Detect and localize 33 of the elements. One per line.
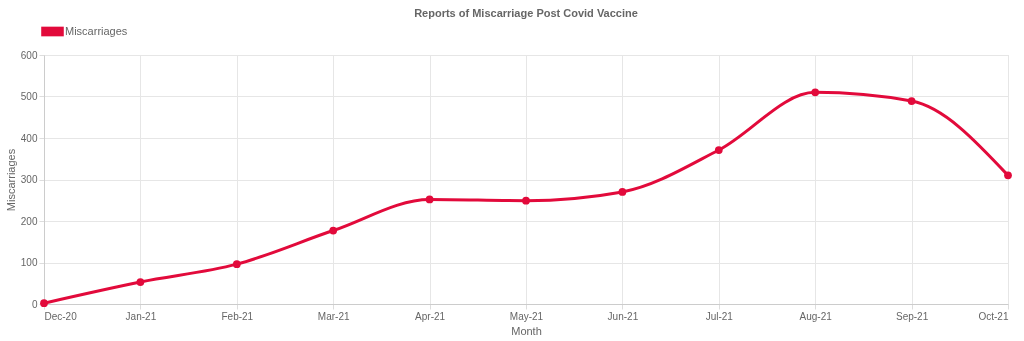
x-tick-label: Sep-21: [895, 310, 929, 322]
y-tick-label: 500: [20, 91, 38, 102]
legend-label: Miscarriages: [65, 24, 128, 37]
point: [232, 260, 241, 269]
y-tick-label: 200: [20, 215, 38, 227]
point: [329, 226, 338, 235]
point: [40, 299, 48, 308]
x-tick-label: Jun-21: [607, 310, 639, 322]
y-tick-label: 400: [20, 132, 38, 144]
point: [425, 195, 434, 204]
x-tick-label: Feb-21: [221, 310, 254, 322]
point: [618, 188, 627, 196]
y-tick-label: 300: [20, 174, 38, 185]
point: [907, 97, 916, 105]
point: [1004, 171, 1012, 180]
x-axis-title: Month: [511, 324, 542, 337]
point: [522, 196, 530, 205]
point: [811, 88, 820, 97]
point: [714, 146, 723, 154]
x-tick-label: Oct-21: [978, 310, 1009, 322]
x-tick-label: Jan-21: [125, 310, 157, 322]
x-tick-label: May-21: [509, 310, 544, 322]
point: [136, 278, 145, 286]
x-tick-label: Mar-21: [317, 310, 350, 322]
x-tick-label: Dec-20: [44, 310, 78, 322]
y-axis-title: Miscarriages: [4, 148, 17, 212]
x-tick-label: Apr-21: [415, 310, 446, 322]
x-tick-label: Jul-21: [705, 310, 734, 322]
y-tick-label: 600: [20, 49, 38, 61]
x-tick-label: Aug-21: [799, 310, 833, 322]
chart-title: Reports of Miscarriage Post Covid Vaccine: [414, 7, 638, 19]
y-tick-label: 100: [20, 257, 38, 268]
y-tick-label: 0: [31, 298, 38, 310]
